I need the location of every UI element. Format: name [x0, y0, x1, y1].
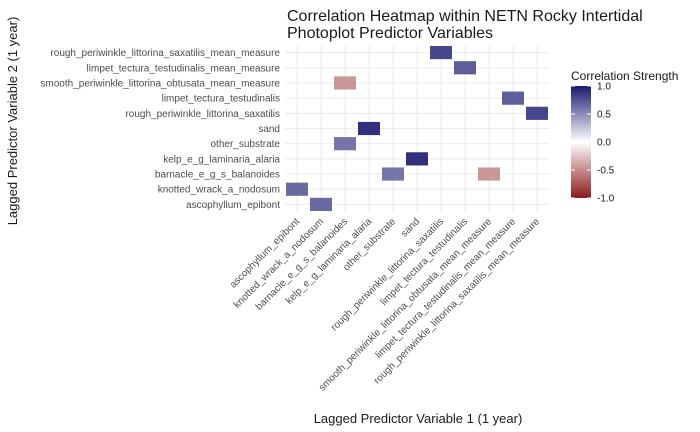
heatmap-cell: [406, 152, 428, 166]
legend-tick-label: -0.5: [597, 166, 615, 177]
y-tick-label: smooth_periwinkle_littorina_obtusata_mea…: [40, 78, 280, 89]
y-tick-label: limpet_tectura_testudinalis_mean_measure: [87, 63, 281, 74]
heatmap-cells: [286, 46, 548, 211]
x-tick-label: barnacle_e_g_s_balanoides: [254, 216, 350, 312]
x-tick-labels: ascophyllum_epibontknotted_wrack_a_nodos…: [228, 216, 543, 394]
heatmap-cell: [358, 121, 380, 136]
chart-title: Correlation Heatmap within NETN Rocky In…: [287, 8, 643, 42]
heatmap-cell: [382, 167, 404, 181]
heatmap-cell: [454, 61, 476, 75]
chart-title-line-1: Correlation Heatmap within NETN Rocky In…: [287, 8, 643, 25]
legend-tick-label: -1.0: [597, 194, 615, 205]
heatmap-cell: [478, 167, 500, 181]
legend-tick-label: 0.0: [597, 138, 611, 149]
y-tick-label: sand: [258, 124, 280, 135]
heatmap-cell: [334, 76, 356, 90]
y-tick-label: knotted_wrack_a_nodosum: [158, 185, 280, 196]
legend-color-bar: [571, 86, 591, 198]
legend-ticks: 1.0 0.5 0.0 -0.5 -1.0: [571, 82, 615, 205]
heatmap-cell: [430, 46, 452, 60]
chart-title-line-2: Photoplot Predictor Variables: [287, 25, 493, 42]
y-tick-labels: ascophyllum_epibont knotted_wrack_a_nodos…: [40, 48, 280, 211]
legend-title: Correlation Strength: [571, 69, 678, 83]
legend-tick-label: 1.0: [597, 82, 611, 93]
panel-grid: [285, 45, 549, 212]
heatmap-cell: [310, 197, 332, 211]
y-tick-label: barnacle_e_g_s_balanoides: [155, 170, 280, 181]
legend-tick-label: 0.5: [597, 110, 611, 121]
x-axis-title: Lagged Predictor Variable 1 (1 year): [314, 411, 523, 426]
y-tick-label: kelp_e_g_laminaria_alaria: [163, 154, 280, 165]
y-tick-label: rough_periwinkle_littorina_saxatilis: [125, 109, 280, 120]
y-tick-label: other_substrate: [211, 139, 281, 150]
y-tick-label: limpet_tectura_testudinalis: [162, 94, 280, 105]
heatmap-cell: [334, 137, 356, 151]
y-tick-label: ascophyllum_epibont: [186, 200, 280, 211]
heatmap-cell: [526, 106, 548, 120]
y-tick-label: rough_periwinkle_littorina_saxatilis_mea…: [50, 48, 280, 59]
legend: Correlation Strength 1.0 0.5 0.0 -0.5 -1.0: [571, 69, 678, 205]
heatmap-cell: [286, 182, 308, 196]
x-tick-label: rough_periwinkle_littorina_saxatilis_mea…: [372, 216, 542, 386]
heatmap-cell: [502, 91, 524, 105]
y-axis-title: Lagged Predictor Variable 2 (1 year): [5, 17, 20, 226]
